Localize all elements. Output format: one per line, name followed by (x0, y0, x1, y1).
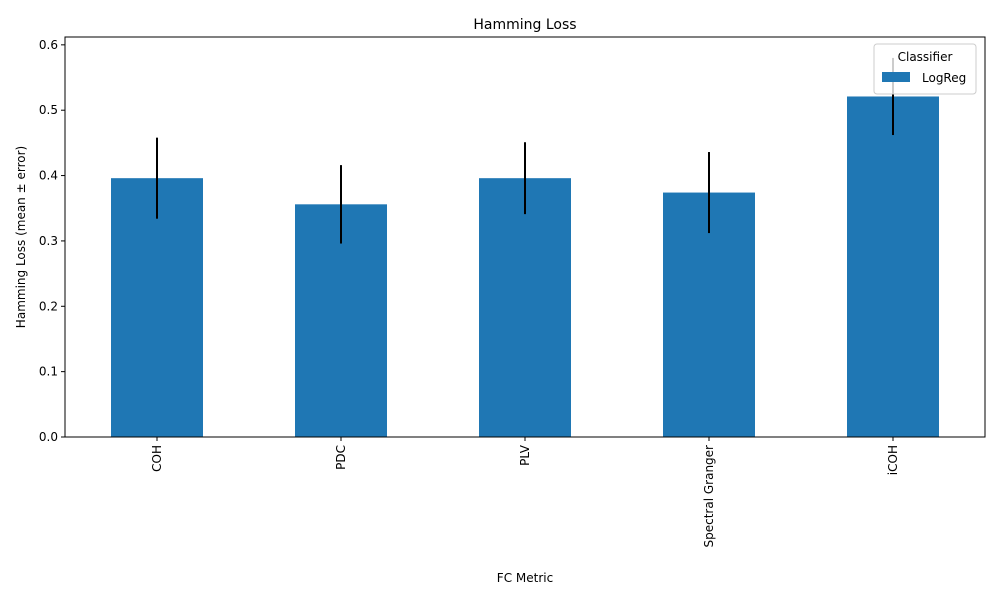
y-tick-label: 0.5 (39, 103, 58, 117)
legend-swatch (882, 72, 910, 82)
x-tick-label: iCOH (886, 445, 900, 475)
y-axis-label: Hamming Loss (mean ± error) (14, 146, 28, 328)
bar-coh (111, 178, 203, 438)
y-tick-label: 0.4 (39, 169, 58, 183)
x-tick-label: Spectral Granger (702, 445, 716, 548)
chart-title: Hamming Loss (473, 17, 576, 33)
y-tick-label: 0.0 (39, 430, 58, 444)
plot-area: 0.0 0.1 0.2 0.3 0.4 0.5 0.6 COH PDC PLV Spectral G… (39, 36, 986, 548)
x-axis-label: FC Metric (497, 571, 553, 585)
legend: Classifier LogReg (873, 43, 977, 95)
x-tick-label: PLV (518, 444, 532, 466)
y-tick-label: 0.6 (39, 38, 58, 52)
y-tick-label: 0.3 (39, 234, 58, 248)
bar-spectral-granger (663, 192, 755, 437)
legend-title: Classifier (898, 50, 953, 64)
bar-icoh (847, 96, 939, 438)
legend-label: LogReg (922, 71, 966, 85)
bar-plv (479, 178, 571, 438)
y-tick-label: 0.1 (39, 365, 58, 379)
y-tick-label: 0.2 (39, 299, 58, 313)
x-tick-label: COH (150, 445, 164, 472)
x-tick-label: PDC (334, 445, 348, 470)
